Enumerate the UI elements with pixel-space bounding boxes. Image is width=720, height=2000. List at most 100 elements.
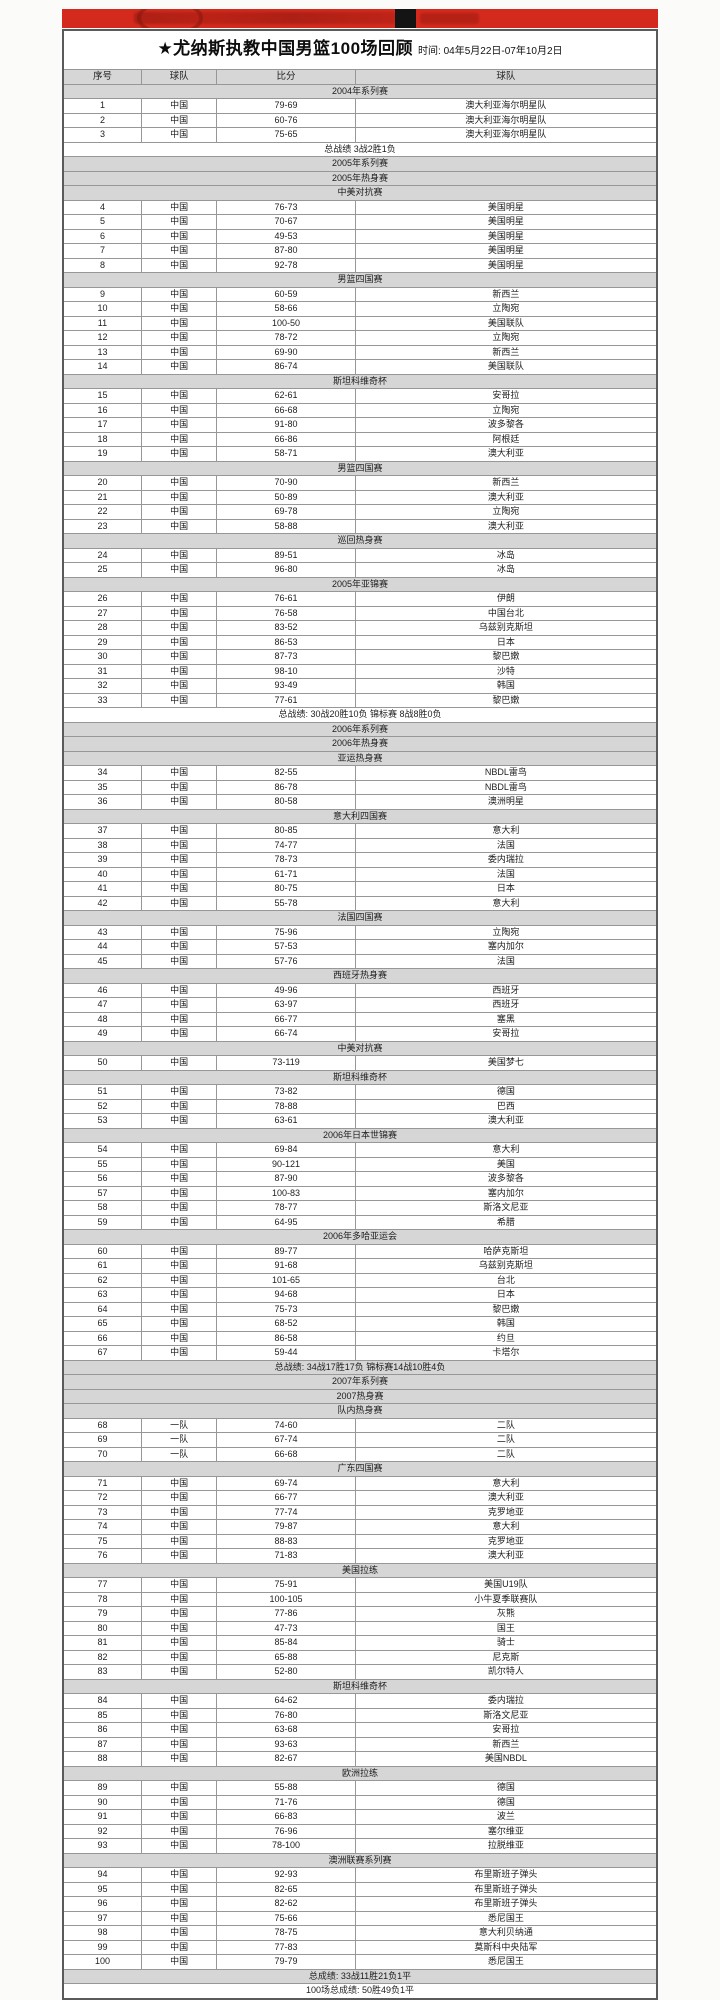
summary-row: 100场总成绩: 50胜49负1平 [62,1983,658,1999]
game-no-cell: 35 [62,779,142,795]
game-team-right-cell: 波兰 [354,1809,658,1825]
game-no-cell: 51 [62,1084,142,1100]
game-score-cell: 49-53 [216,228,356,244]
banner-watermark-right [419,13,480,24]
game-row: 20 中国 70-90 新西兰 [62,475,658,491]
game-no-cell: 12 [62,330,142,346]
game-score-cell: 52-80 [216,1664,356,1680]
game-score-cell: 59-44 [216,1345,356,1361]
game-team-right-cell: 意大利 [354,1519,658,1535]
section-row: 队内热身赛 [62,1403,658,1419]
game-row: 9 中国 60-59 新西兰 [62,286,658,302]
game-team-left-cell: 中国 [140,837,218,853]
game-score-cell: 80-58 [216,794,356,810]
game-team-left-cell: 中国 [140,1533,218,1549]
game-team-left-cell: 中国 [140,1736,218,1752]
game-row: 41 中国 80-75 日本 [62,881,658,897]
game-team-left-cell: 中国 [140,518,218,534]
game-row: 19 中国 58-71 澳大利亚 [62,446,658,462]
game-row: 14 中国 86-74 美国联队 [62,359,658,375]
game-team-left-cell: 中国 [140,1098,218,1114]
game-team-right-cell: 澳大利亚 [354,1113,658,1129]
game-no-cell: 41 [62,881,142,897]
game-team-left-cell: 中国 [140,765,218,781]
game-team-left-cell: 中国 [140,634,218,650]
game-row: 96 中国 82-62 布里斯班子弹头 [62,1896,658,1912]
game-row: 57 中国 100-83 塞内加尔 [62,1185,658,1201]
game-row: 99 中国 77-83 莫斯科中央陆军 [62,1939,658,1955]
game-row: 69 一队 67-74 二队 [62,1432,658,1448]
game-no-cell: 56 [62,1171,142,1187]
game-team-right-cell: 新西兰 [354,1736,658,1752]
section-row: 意大利四国赛 [62,808,658,824]
band-cell: 2004年系列赛 [62,83,658,99]
game-team-right-cell: 二队 [354,1417,658,1433]
game-no-cell: 48 [62,1011,142,1027]
game-score-cell: 83-52 [216,620,356,636]
game-row: 36 中国 80-58 澳洲明星 [62,794,658,810]
game-no-cell: 83 [62,1664,142,1680]
game-row: 5 中国 70-67 美国明星 [62,214,658,230]
game-no-cell: 30 [62,649,142,665]
game-team-left-cell: 中国 [140,1823,218,1839]
game-no-cell: 92 [62,1823,142,1839]
game-team-right-cell: 澳洲明星 [354,794,658,810]
game-row: 21 中国 50-89 澳大利亚 [62,489,658,505]
game-row: 29 中国 86-53 日本 [62,634,658,650]
game-no-cell: 38 [62,837,142,853]
game-no-cell: 10 [62,301,142,317]
section-row: 巡回热身赛 [62,533,658,549]
game-row: 48 中国 66-77 塞黑 [62,1011,658,1027]
section-row: 2005年亚锦赛 [62,576,658,592]
game-score-cell: 75-96 [216,924,356,940]
game-team-left-cell: 中国 [140,823,218,839]
game-team-left-cell: 中国 [140,98,218,114]
game-team-right-cell: 新西兰 [354,344,658,360]
game-team-left-cell: 中国 [140,1185,218,1201]
game-team-left-cell: 中国 [140,1548,218,1564]
game-no-cell: 26 [62,591,142,607]
section-row: 美国拉练 [62,1562,658,1578]
title-time-range: 时间: 04年5月22日-07年10月2日 [418,46,563,57]
game-no-cell: 84 [62,1693,142,1709]
game-team-right-cell: 黎巴嫩 [354,692,658,708]
band-cell: 法国四国赛 [62,910,658,926]
game-no-cell: 89 [62,1780,142,1796]
game-row: 28 中国 83-52 乌兹别克斯坦 [62,620,658,636]
band-cell: 2005年系列赛 [62,156,658,172]
game-score-cell: 91-80 [216,417,356,433]
game-team-left-cell: 中国 [140,112,218,128]
game-row: 3 中国 75-65 澳大利亚海尔明星队 [62,127,658,143]
game-team-right-cell: 日本 [354,1287,658,1303]
game-no-cell: 31 [62,663,142,679]
game-score-cell: 49-96 [216,982,356,998]
section-row: 广东四国赛 [62,1461,658,1477]
band-cell: 澳洲联赛系列赛 [62,1852,658,1868]
game-row: 55 中国 90-121 美国 [62,1156,658,1172]
game-row: 11 中国 100-50 美国联队 [62,315,658,331]
game-row: 31 中国 98-10 沙特 [62,663,658,679]
game-score-cell: 92-93 [216,1867,356,1883]
game-row: 91 中国 66-83 波兰 [62,1809,658,1825]
game-row: 67 中国 59-44 卡塔尔 [62,1345,658,1361]
game-row: 84 中国 64-62 委内瑞拉 [62,1693,658,1709]
game-score-cell: 60-76 [216,112,356,128]
game-score-cell: 70-90 [216,475,356,491]
game-row: 40 中国 61-71 法国 [62,866,658,882]
game-team-right-cell: 中国台北 [354,605,658,621]
game-score-cell: 100-83 [216,1185,356,1201]
game-score-cell: 80-85 [216,823,356,839]
game-team-right-cell: 尼克斯 [354,1649,658,1665]
game-team-left-cell: 中国 [140,359,218,375]
game-team-right-cell: 安哥拉 [354,388,658,404]
game-team-left-cell: 中国 [140,330,218,346]
game-team-left-cell: 一队 [140,1417,218,1433]
game-row: 85 中国 76-80 斯洛文尼亚 [62,1707,658,1723]
game-team-left-cell: 中国 [140,199,218,215]
game-score-cell: 57-76 [216,953,356,969]
game-team-right-cell: 韩国 [354,678,658,694]
game-score-cell: 64-62 [216,1693,356,1709]
game-row: 38 中国 74-77 法国 [62,837,658,853]
band-cell: 广东四国赛 [62,1461,658,1477]
game-team-right-cell: 美国明星 [354,257,658,273]
